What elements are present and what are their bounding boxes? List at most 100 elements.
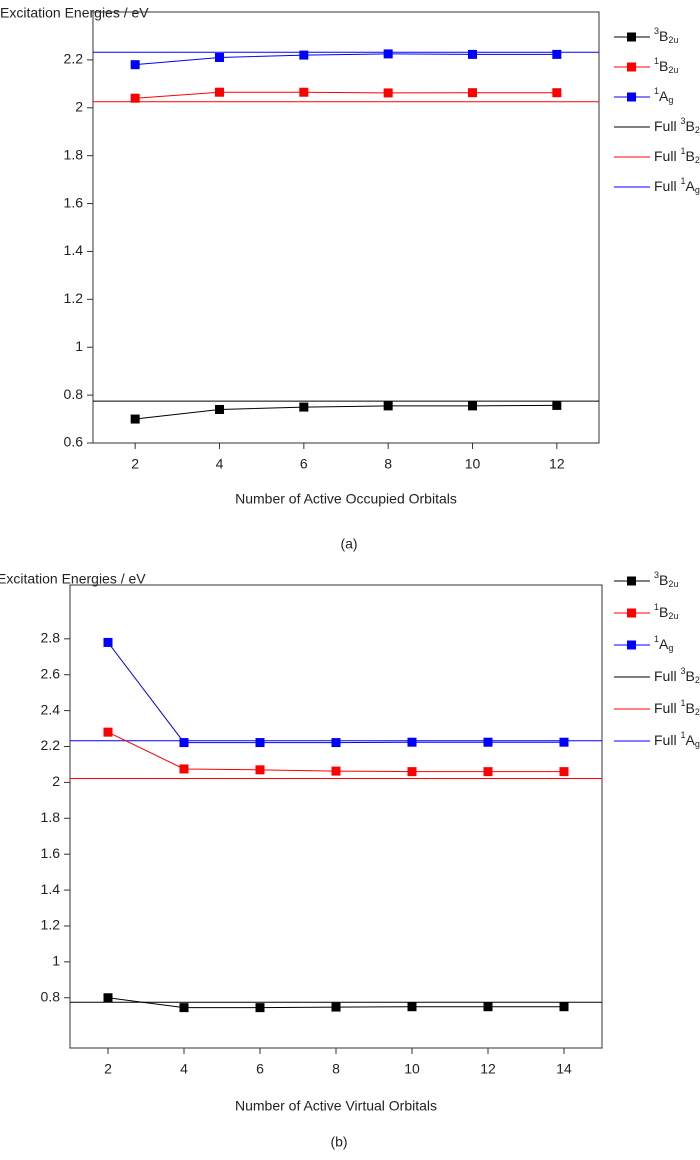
legend-marker	[627, 92, 636, 102]
x-axis-title: Number of Active Virtual Orbitals	[235, 1098, 437, 1114]
y-tick-label: 1.6	[64, 194, 84, 210]
x-tick-label: 10	[404, 1061, 420, 1077]
x-tick-label: 4	[180, 1061, 188, 1077]
y-tick-label: 1.2	[41, 917, 61, 933]
marker	[215, 87, 224, 97]
marker	[255, 1003, 265, 1013]
marker	[407, 1002, 417, 1012]
marker	[483, 737, 493, 747]
y-tick-label: 1.4	[41, 881, 61, 897]
x-tick-label: 12	[549, 456, 565, 472]
plot-frame	[69, 584, 603, 1049]
y-tick-label: 2	[52, 773, 60, 789]
marker	[559, 1002, 569, 1012]
series-line	[107, 642, 564, 744]
marker	[468, 49, 477, 59]
legend-marker	[627, 608, 636, 618]
marker	[559, 737, 569, 747]
y-tick-label: 1.2	[64, 290, 84, 306]
caption: (a)	[340, 536, 357, 552]
legend-label: 1B2u	[654, 602, 678, 621]
marker	[383, 49, 393, 59]
marker	[179, 1003, 189, 1013]
marker	[130, 60, 140, 70]
y-tick-label: 0.6	[64, 434, 84, 450]
y-tick-label: 2.8	[41, 630, 61, 646]
marker	[179, 738, 189, 748]
y-tick-label: 1	[52, 953, 60, 969]
y-axis-title: Excitation Energies / eV	[0, 571, 146, 587]
marker	[468, 401, 477, 411]
marker	[299, 87, 309, 97]
marker	[103, 727, 113, 737]
marker	[552, 400, 562, 410]
y-tick-label: 0.8	[41, 988, 61, 1004]
x-tick-label: 14	[556, 1061, 572, 1077]
marker	[179, 764, 189, 774]
y-tick-label: 1.4	[64, 242, 84, 258]
y-tick-label: 1.6	[41, 845, 61, 861]
marker	[299, 50, 309, 60]
y-tick-label: 1.8	[41, 809, 61, 825]
marker	[407, 767, 417, 777]
caption: (b)	[330, 1134, 347, 1150]
x-tick-label: 10	[465, 456, 481, 472]
y-tick-label: 2	[75, 98, 83, 114]
marker	[559, 767, 569, 777]
marker	[331, 738, 341, 748]
x-tick-label: 8	[384, 456, 392, 472]
marker	[552, 49, 562, 59]
series-line	[135, 53, 557, 66]
x-tick-label: 8	[332, 1061, 340, 1077]
legend-label: 3B2u	[654, 570, 678, 589]
marker	[215, 52, 224, 62]
legend-label: Full 3B2u	[654, 666, 700, 685]
legend-label: 1B2u	[654, 56, 678, 75]
marker	[483, 1002, 493, 1012]
legend-label: 1Ag	[654, 86, 673, 105]
series-line	[135, 404, 557, 420]
x-tick-label: 6	[300, 456, 308, 472]
legend-marker	[627, 62, 636, 72]
marker	[103, 637, 113, 647]
legend-label: Full 1B2u	[654, 146, 700, 165]
legend-label: 1Ag	[654, 634, 673, 653]
legend-label: Full 1B2u	[654, 698, 700, 717]
marker	[130, 93, 140, 103]
x-tick-label: 2	[131, 456, 139, 472]
y-tick-label: 1	[75, 338, 83, 354]
y-tick-label: 1.8	[64, 146, 84, 162]
y-tick-label: 2.4	[41, 701, 61, 717]
x-tick-label: 12	[480, 1061, 496, 1077]
y-axis-title: Excitation Energies / eV	[0, 5, 149, 21]
x-axis-title: Number of Active Occupied Orbitals	[235, 491, 457, 507]
marker	[255, 765, 265, 775]
y-tick-label: 2.2	[41, 737, 61, 753]
legend-marker	[627, 640, 636, 650]
marker	[215, 404, 224, 414]
marker	[468, 88, 477, 98]
marker	[483, 767, 493, 777]
legend-label: Full 1Ag	[654, 730, 700, 749]
x-tick-label: 2	[104, 1061, 112, 1077]
y-tick-label: 2.2	[64, 51, 84, 67]
marker	[331, 766, 341, 776]
legend-label: Full 1Ag	[654, 176, 700, 195]
legend-label: 3B2u	[654, 26, 678, 45]
plot-frame	[92, 11, 600, 444]
marker	[130, 414, 140, 424]
marker	[552, 88, 562, 98]
y-tick-label: 0.8	[64, 386, 84, 402]
marker	[383, 401, 393, 411]
marker	[331, 1002, 341, 1012]
marker	[255, 738, 265, 748]
marker	[407, 737, 417, 747]
x-tick-label: 4	[216, 456, 224, 472]
legend-marker	[627, 32, 636, 42]
marker	[383, 88, 393, 98]
y-tick-label: 2.6	[41, 665, 61, 681]
legend-marker	[627, 576, 636, 586]
series-line	[135, 91, 557, 99]
